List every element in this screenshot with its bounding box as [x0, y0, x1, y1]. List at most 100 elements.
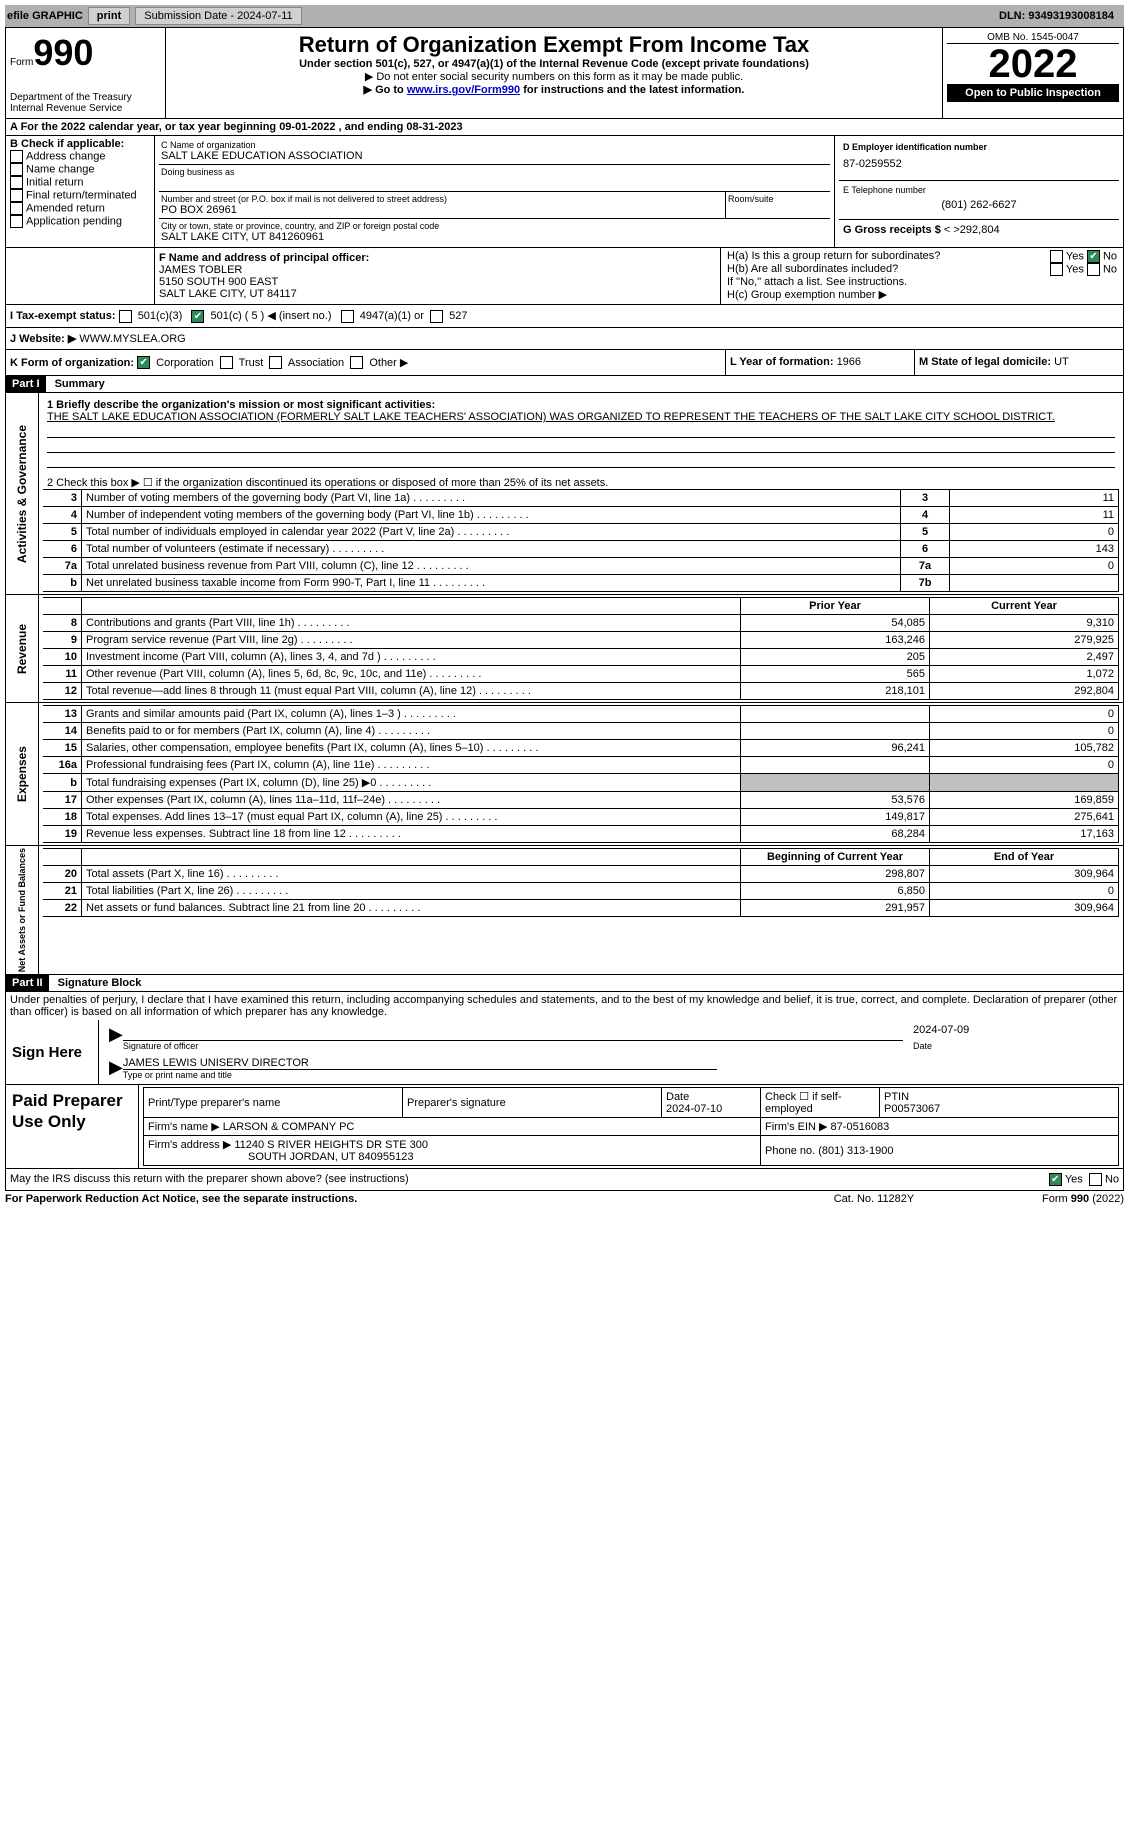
discuss-yes-checkbox[interactable]: [1049, 1173, 1062, 1186]
firm-ein: Firm's EIN ▶ 87-0516083: [761, 1118, 1119, 1136]
gross-receipts: 292,804: [960, 224, 1000, 236]
527-checkbox[interactable]: [430, 310, 443, 323]
table-row: 10 Investment income (Part VIII, column …: [43, 649, 1119, 666]
print-button[interactable]: print: [88, 7, 130, 25]
phone: (801) 262-6627: [843, 195, 1115, 215]
checkbox-option[interactable]: Initial return: [10, 176, 150, 189]
dln-label: DLN: 93493193008184: [999, 10, 1122, 22]
discuss-no-checkbox[interactable]: [1089, 1173, 1102, 1186]
side-activities: Activities & Governance: [15, 425, 29, 563]
irs-link[interactable]: www.irs.gov/Form990: [407, 84, 520, 96]
trust-checkbox[interactable]: [220, 356, 233, 369]
hb-no-checkbox[interactable]: [1087, 263, 1100, 276]
net-assets-table: Beginning of Current Year End of Year20 …: [43, 848, 1119, 917]
form-title: Return of Organization Exempt From Incom…: [170, 32, 938, 58]
firm-name: Firm's name ▶ LARSON & COMPANY PC: [144, 1118, 761, 1136]
expenses-table: 13 Grants and similar amounts paid (Part…: [43, 705, 1119, 843]
side-revenue: Revenue: [15, 624, 29, 674]
top-bar: efile GRAPHIC print Submission Date - 20…: [5, 5, 1124, 27]
table-row: b Net unrelated business taxable income …: [43, 575, 1119, 592]
table-row: 19 Revenue less expenses. Subtract line …: [43, 826, 1119, 843]
ha-yes-checkbox[interactable]: [1050, 250, 1063, 263]
side-net-assets: Net Assets or Fund Balances: [17, 848, 27, 972]
officer-name: JAMES TOBLER: [159, 264, 716, 276]
firm-phone: Phone no. (801) 313-1900: [761, 1136, 1119, 1166]
part-2-header: Part II Signature Block: [5, 975, 1124, 992]
table-row: 5 Total number of individuals employed i…: [43, 524, 1119, 541]
submission-date: Submission Date - 2024-07-11: [135, 7, 301, 25]
street-address: PO BOX 26961: [161, 204, 723, 216]
section-deg: D Employer identification number 87-0259…: [835, 136, 1123, 247]
org-name: SALT LAKE EDUCATION ASSOCIATION: [161, 150, 828, 162]
assoc-checkbox[interactable]: [269, 356, 282, 369]
part-1-header: Part I Summary: [5, 376, 1124, 393]
ptin: P00573067: [884, 1103, 940, 1115]
table-row: 13 Grants and similar amounts paid (Part…: [43, 706, 1119, 723]
checkbox-option[interactable]: Application pending: [10, 215, 150, 228]
arrow-icon: ▶: [109, 1024, 123, 1051]
section-c: C Name of organization SALT LAKE EDUCATI…: [155, 136, 835, 247]
paid-preparer-block: Paid Preparer Use Only Print/Type prepar…: [5, 1085, 1124, 1169]
hb-yes-checkbox[interactable]: [1050, 263, 1063, 276]
efile-label: efile GRAPHIC: [7, 10, 83, 22]
officer-print-name: JAMES LEWIS UNISERV DIRECTOR: [123, 1057, 717, 1070]
table-row: 17 Other expenses (Part IX, column (A), …: [43, 792, 1119, 809]
dept-text: Department of the Treasury Internal Reve…: [10, 92, 161, 114]
checkbox-option[interactable]: Amended return: [10, 202, 150, 215]
part-1-body: Activities & Governance 1 Briefly descri…: [5, 393, 1124, 595]
501c-checkbox[interactable]: [191, 310, 204, 323]
perjury-declaration: Under penalties of perjury, I declare th…: [5, 992, 1124, 1020]
sig-date: 2024-07-09: [913, 1024, 1113, 1036]
side-expenses: Expenses: [15, 746, 29, 802]
governance-table: 3 Number of voting members of the govern…: [43, 489, 1119, 592]
section-fh: F Name and address of principal officer:…: [5, 248, 1124, 305]
table-row: 7a Total unrelated business revenue from…: [43, 558, 1119, 575]
period-line: A For the 2022 calendar year, or tax yea…: [6, 119, 467, 135]
revenue-table: Prior Year Current Year8 Contributions a…: [43, 597, 1119, 700]
ha-no-checkbox[interactable]: [1087, 250, 1100, 263]
table-row: 21 Total liabilities (Part X, line 26)6,…: [43, 883, 1119, 900]
form-header: Form990 Department of the Treasury Inter…: [5, 27, 1124, 119]
checkbox-option[interactable]: Name change: [10, 163, 150, 176]
table-row: 16a Professional fundraising fees (Part …: [43, 757, 1119, 774]
table-row: 9 Program service revenue (Part VIII, li…: [43, 632, 1119, 649]
table-row: 11 Other revenue (Part VIII, column (A),…: [43, 666, 1119, 683]
tax-exempt-row: I Tax-exempt status: 501(c)(3) 501(c) ( …: [5, 305, 1124, 328]
other-checkbox[interactable]: [350, 356, 363, 369]
open-public-badge: Open to Public Inspection: [947, 84, 1119, 102]
table-header-row: Beginning of Current Year End of Year: [43, 849, 1119, 866]
table-row: b Total fundraising expenses (Part IX, c…: [43, 774, 1119, 792]
table-row: 22 Net assets or fund balances. Subtract…: [43, 900, 1119, 917]
form-prefix: Form: [10, 57, 33, 68]
form-number: 990: [33, 32, 93, 73]
arrow-icon: ▶: [109, 1057, 123, 1080]
table-row: 4 Number of independent voting members o…: [43, 507, 1119, 524]
sign-here-block: Sign Here ▶ 2024-07-09 Signature of offi…: [5, 1020, 1124, 1085]
discuss-row: May the IRS discuss this return with the…: [5, 1169, 1124, 1191]
table-row: 20 Total assets (Part X, line 16)298,807…: [43, 866, 1119, 883]
table-row: 8 Contributions and grants (Part VIII, l…: [43, 615, 1119, 632]
501c3-checkbox[interactable]: [119, 310, 132, 323]
klm-row: K Form of organization: Corporation Trus…: [5, 350, 1124, 377]
table-row: 15 Salaries, other compensation, employe…: [43, 740, 1119, 757]
checkbox-option[interactable]: Address change: [10, 150, 150, 163]
website-url: WWW.MYSLEA.ORG: [76, 333, 185, 345]
tax-year: 2022: [947, 44, 1119, 84]
checkbox-option[interactable]: Final return/terminated: [10, 189, 150, 202]
4947-checkbox[interactable]: [341, 310, 354, 323]
table-row: 18 Total expenses. Add lines 13–17 (must…: [43, 809, 1119, 826]
city-state-zip: SALT LAKE CITY, UT 841260961: [161, 231, 828, 243]
form-subtitle: Under section 501(c), 527, or 4947(a)(1)…: [170, 58, 938, 70]
corp-checkbox[interactable]: [137, 356, 150, 369]
note-link-line: ▶ Go to www.irs.gov/Form990 for instruct…: [170, 83, 938, 96]
firm-address: Firm's address ▶ 11240 S RIVER HEIGHTS D…: [148, 1138, 756, 1151]
ein: 87-0259552: [843, 152, 1115, 176]
table-row: 14 Benefits paid to or for members (Part…: [43, 723, 1119, 740]
prep-date: 2024-07-10: [666, 1103, 722, 1115]
table-row: 6 Total number of volunteers (estimate i…: [43, 541, 1119, 558]
note-ssn: ▶ Do not enter social security numbers o…: [170, 70, 938, 83]
mission-text: THE SALT LAKE EDUCATION ASSOCIATION (FOR…: [47, 411, 1115, 423]
section-b: B Check if applicable: Address changeNam…: [6, 136, 155, 247]
table-row: 3 Number of voting members of the govern…: [43, 490, 1119, 507]
state-domicile: UT: [1054, 356, 1069, 368]
